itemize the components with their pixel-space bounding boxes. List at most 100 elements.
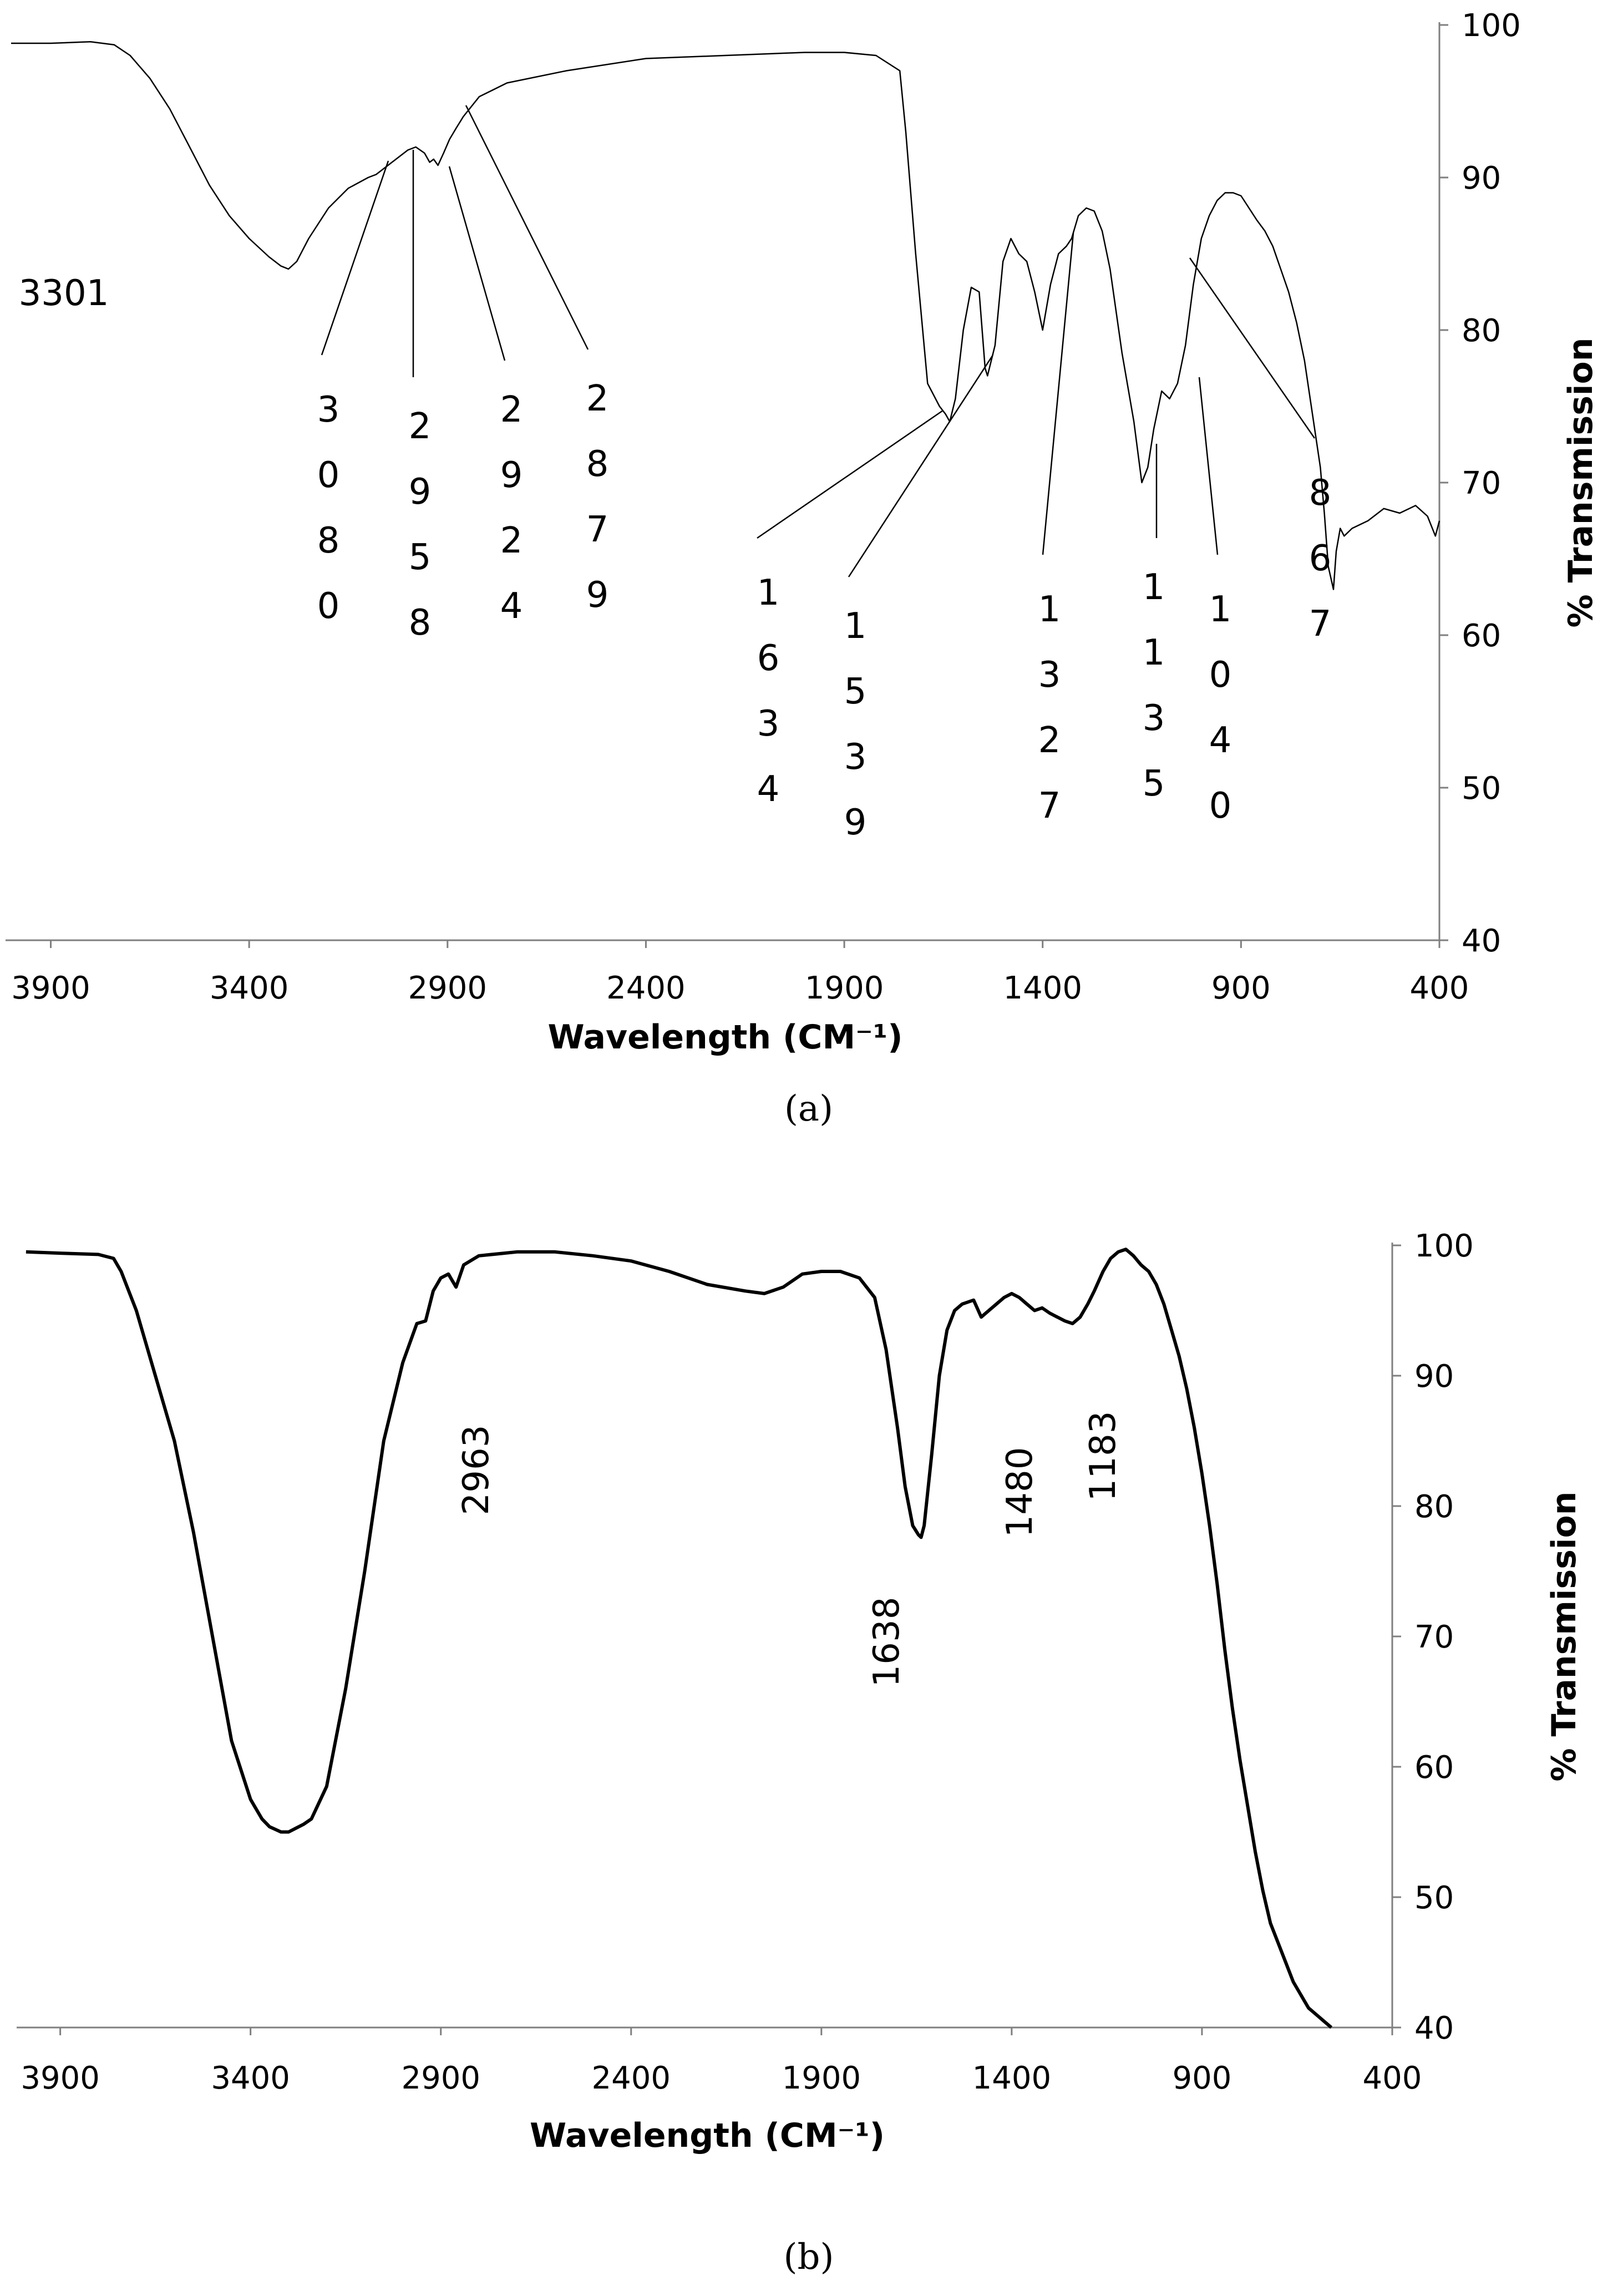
panel-label: (a) <box>784 1088 833 1129</box>
peak-label-digit: 1 <box>844 606 867 647</box>
peak-leader-line <box>757 409 944 539</box>
peak-label-digit: 5 <box>1143 763 1165 804</box>
peak-leader-line <box>1198 377 1219 555</box>
peak-label-digit: 2 <box>1038 720 1061 761</box>
peak-label-digit: 8 <box>1309 473 1332 514</box>
peak-label-digit: 2 <box>409 406 432 447</box>
x-axis-title: Wavelength (CM⁻¹) <box>547 1018 902 1057</box>
peak-label-digit: 3 <box>1038 655 1061 696</box>
peak-label-digit: 0 <box>317 586 340 627</box>
peak-label-digit: 9 <box>500 455 523 496</box>
y-tick-label: 100 <box>1414 1228 1474 1264</box>
peak-leader-line <box>1042 232 1074 555</box>
peak-label-2879: 2 8 7 9 <box>586 378 609 616</box>
peak-label-digit: 9 <box>586 575 609 616</box>
y-tick-label: 100 <box>1462 8 1521 44</box>
x-tick-label: 1400 <box>972 2060 1052 2096</box>
y-tick-label: 40 <box>1414 2010 1454 2046</box>
peak-label-digit: 3 <box>757 703 780 744</box>
x-tick-label: 3900 <box>21 2060 100 2096</box>
x-tick-label: 2400 <box>592 2060 671 2096</box>
y-tick-label: 70 <box>1414 1619 1454 1655</box>
peak-label-1638: 1638 <box>866 1597 907 1687</box>
peak-label-1327: 1 3 2 7 <box>1038 589 1061 827</box>
peak-label-digit: 4 <box>757 769 780 810</box>
peak-leader-line <box>448 166 506 361</box>
y-tick-label: 50 <box>1414 1880 1454 1916</box>
peak-label-867: 8 6 7 <box>1309 473 1332 645</box>
y-tick-label: 50 <box>1462 771 1501 807</box>
y-tick-label: 60 <box>1414 1750 1454 1786</box>
x-tick-label: 900 <box>1211 970 1271 1006</box>
x-tick-label: 1900 <box>782 2060 861 2096</box>
peak-label-1040: 1 0 4 0 <box>1209 589 1232 827</box>
peak-label-1183: 1183 <box>1083 1411 1124 1502</box>
y-axis-title: % Transmission <box>1545 1492 1584 1782</box>
x-axis-title: Wavelength (CM⁻¹) <box>530 2116 885 2155</box>
peak-label-1135: 1 1 3 5 <box>1143 567 1165 804</box>
peak-label-digit: 3 <box>317 389 340 430</box>
peak-label-digit: 0 <box>317 455 340 496</box>
peak-label-digit: 8 <box>317 520 340 561</box>
peak-label-digit: 3 <box>1143 698 1165 739</box>
x-tick-label: 1400 <box>1003 970 1082 1006</box>
peak-label-1480: 1480 <box>1000 1447 1041 1538</box>
peak-label-digit: 4 <box>500 586 523 627</box>
peak-label-digit: 9 <box>844 802 867 843</box>
peak-leader-line <box>321 160 389 356</box>
peak-label-digit: 7 <box>1309 604 1332 645</box>
peak-label-digit: 5 <box>409 537 432 578</box>
peak-label-digit: 0 <box>1209 785 1232 827</box>
y-tick-label: 80 <box>1462 313 1501 349</box>
peak-label-digit: 9 <box>409 472 432 513</box>
peak-leader-line <box>1189 257 1316 439</box>
x-tick-label: 400 <box>1410 970 1469 1006</box>
y-axis-title: % Transmission <box>1561 338 1600 628</box>
peak-label-2958: 2 9 5 8 <box>409 406 432 643</box>
peak-leader-line <box>465 105 589 350</box>
y-tick-label: 60 <box>1462 618 1501 654</box>
peak-label-digit: 6 <box>757 638 780 679</box>
peak-label-digit: 1 <box>1209 589 1232 630</box>
x-tick-label: 2400 <box>606 970 686 1006</box>
spectrum-line <box>26 1248 1333 2029</box>
peak-label-digit: 1 <box>757 572 780 614</box>
peak-label-3301: 3301 <box>19 273 109 314</box>
x-tick-label: 3400 <box>211 2060 290 2096</box>
x-tick-label: 1900 <box>805 970 884 1006</box>
peak-label-digit: 7 <box>586 509 609 550</box>
peak-label-digit: 8 <box>409 602 432 643</box>
y-tick-label: 40 <box>1462 923 1501 959</box>
peak-label-digit: 2 <box>500 520 523 561</box>
x-tick-label: 400 <box>1363 2060 1422 2096</box>
peak-label-digit: 8 <box>586 444 609 485</box>
x-tick-label: 2900 <box>401 2060 480 2096</box>
y-tick-label: 80 <box>1414 1489 1454 1525</box>
peak-label-2924: 2 9 2 4 <box>500 389 523 627</box>
chart-panel-a: 3900 3400 2900 2400 1900 1400 900 4004050607080… <box>6 8 1600 1129</box>
peak-leader-line <box>848 354 994 577</box>
panel-label: (b) <box>784 2237 834 2278</box>
y-tick-label: 70 <box>1462 465 1501 501</box>
x-tick-label: 2900 <box>408 970 488 1006</box>
y-tick-label: 90 <box>1462 160 1501 196</box>
x-tick-label: 900 <box>1172 2060 1231 2096</box>
peak-label-digit: 2 <box>586 378 609 419</box>
peak-label-3080: 3 0 8 0 <box>317 389 340 627</box>
y-tick-label: 90 <box>1414 1359 1454 1395</box>
peak-label-digit: 3 <box>844 737 867 778</box>
chart-panel-b: 3900 3400 2900 2400 1900 1400 900 400 40 50 60 70 80… <box>17 1228 1584 2278</box>
peak-label-digit: 7 <box>1038 785 1061 827</box>
peak-label-digit: 0 <box>1209 655 1232 696</box>
peak-label-digit: 4 <box>1209 720 1232 761</box>
peak-label-digit: 1 <box>1143 567 1165 608</box>
peak-label-digit: 5 <box>844 671 867 712</box>
x-tick-label: 3900 <box>11 970 90 1006</box>
peak-label-2963: 2963 <box>456 1425 497 1516</box>
peak-label-digit: 6 <box>1309 538 1332 579</box>
spectrum-line <box>11 40 1441 590</box>
x-tick-label: 3400 <box>210 970 289 1006</box>
